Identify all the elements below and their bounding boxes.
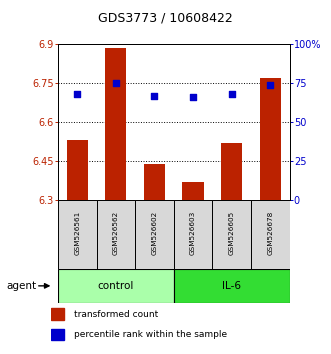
Bar (260, 78, 281, 200)
Text: GSM526678: GSM526678 (267, 211, 273, 255)
Text: GSM526603: GSM526603 (190, 211, 196, 255)
Text: IL-6: IL-6 (222, 281, 241, 291)
Point (74, 91, 80, 97)
Text: agent: agent (7, 281, 37, 291)
Text: GSM526602: GSM526602 (152, 211, 158, 255)
Bar (67, 140, 88, 200)
Text: control: control (98, 281, 134, 291)
Bar (135, 200, 174, 269)
Text: GSM526561: GSM526561 (74, 211, 80, 255)
Bar (174, 269, 290, 303)
Bar (221, 143, 242, 200)
Point (152, 93, 157, 98)
Text: GDS3773 / 10608422: GDS3773 / 10608422 (98, 12, 233, 25)
Bar (58, 200, 97, 269)
Text: GSM526562: GSM526562 (113, 211, 119, 255)
Point (229, 91, 234, 97)
Point (268, 82, 273, 87)
Bar (97, 200, 135, 269)
Bar (51, 329, 65, 340)
Text: percentile rank within the sample: percentile rank within the sample (74, 330, 227, 339)
Bar (174, 200, 213, 269)
Bar (144, 164, 165, 200)
Text: GSM526605: GSM526605 (229, 211, 235, 255)
Bar (182, 182, 204, 200)
Point (113, 80, 118, 86)
Point (190, 95, 196, 100)
Text: transformed count: transformed count (74, 309, 158, 319)
Bar (105, 48, 126, 200)
Bar (58, 269, 174, 303)
Bar (51, 308, 65, 320)
Bar (251, 200, 290, 269)
Bar (213, 200, 251, 269)
